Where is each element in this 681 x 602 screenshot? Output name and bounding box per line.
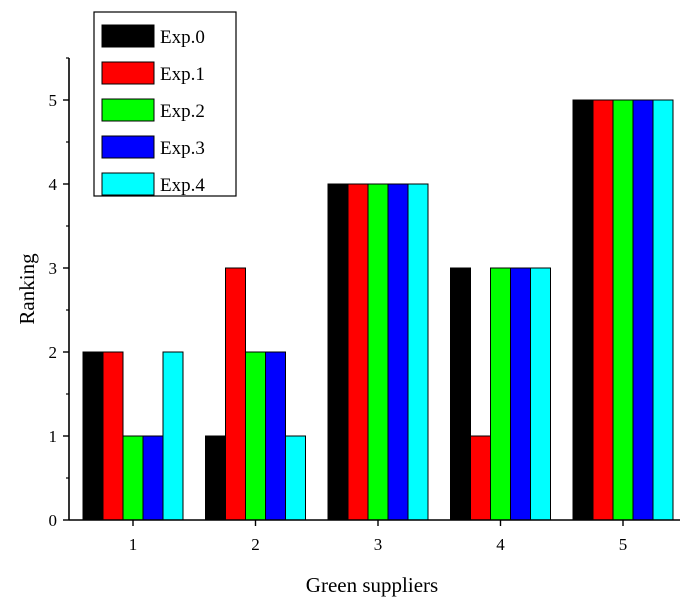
x-tick-label: 4 (496, 535, 505, 554)
axes (68, 58, 680, 521)
legend-label-exp0: Exp.0 (160, 27, 205, 48)
bars-group (82, 99, 674, 521)
bar-exp1-supplier-3 (347, 183, 369, 521)
bar-exp2-supplier-1 (122, 435, 144, 521)
bar-exp2-supplier-5 (612, 99, 634, 521)
bar-exp3-supplier-4 (510, 267, 531, 521)
y-tick-label: 1 (49, 427, 58, 446)
bar-exp1-supplier-1 (102, 351, 124, 521)
legend-swatch-exp2 (101, 98, 155, 122)
bar-exp3-supplier-1 (142, 435, 164, 521)
bar-exp3-supplier-3 (387, 183, 409, 521)
legend-label-exp4: Exp.4 (160, 175, 205, 196)
y-axis-title: Ranking (15, 253, 39, 325)
x-tick-label: 2 (251, 535, 260, 554)
bar-exp1-supplier-2 (225, 267, 246, 521)
legend-label-exp1: Exp.1 (160, 64, 205, 85)
bar-exp4-supplier-3 (407, 183, 429, 521)
y-tick-label: 0 (49, 511, 58, 530)
bar-exp0-supplier-4 (450, 267, 471, 521)
bar-exp4-supplier-2 (285, 435, 306, 521)
bar-exp2-supplier-3 (367, 183, 389, 521)
bar-exp1-supplier-4 (470, 435, 491, 521)
legend-label-exp2: Exp.2 (160, 101, 205, 122)
bar-exp2-supplier-4 (490, 267, 511, 521)
bar-exp0-supplier-1 (82, 351, 104, 521)
legend-label-exp3: Exp.3 (160, 138, 205, 159)
bar-exp3-supplier-2 (265, 351, 286, 521)
x-tick-label: 5 (619, 535, 628, 554)
bar-exp0-supplier-2 (205, 435, 226, 521)
legend-swatch-exp0 (101, 24, 155, 48)
bar-exp4-supplier-5 (652, 99, 674, 521)
bar-exp2-supplier-2 (245, 351, 266, 521)
bar-exp3-supplier-5 (632, 99, 654, 521)
bar-exp4-supplier-1 (162, 351, 184, 521)
legend-swatch-exp1 (101, 61, 155, 85)
legend: Exp.0 Exp.1 Exp.2 Exp.3 Exp.4 (93, 11, 237, 197)
x-ticks: 1 2 3 4 5 (129, 520, 628, 554)
y-tick-label: 5 (49, 91, 58, 110)
y-tick-label: 3 (49, 259, 58, 278)
y-tick-label: 2 (49, 343, 58, 362)
legend-swatch-exp4 (101, 172, 155, 196)
x-tick-label: 1 (129, 535, 138, 554)
y-tick-label: 4 (49, 175, 58, 194)
x-axis-title: Green suppliers (306, 573, 438, 597)
bar-exp4-supplier-4 (530, 267, 551, 521)
legend-swatch-exp3 (101, 135, 155, 159)
y-ticks: 0 1 2 3 4 5 (49, 57, 69, 530)
bar-exp0-supplier-3 (327, 183, 349, 521)
bar-exp0-supplier-5 (572, 99, 594, 521)
bar-exp1-supplier-5 (592, 99, 614, 521)
x-tick-label: 3 (374, 535, 383, 554)
